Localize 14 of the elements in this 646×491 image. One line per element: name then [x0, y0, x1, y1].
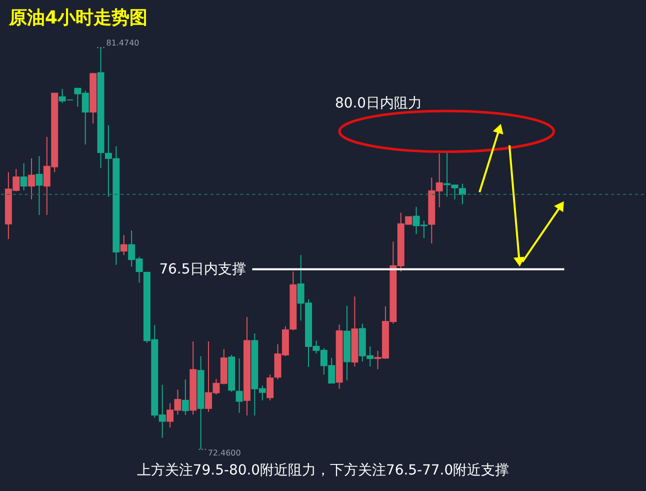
candlestick [120, 234, 128, 256]
ref-line-label: 76.5日内支撑 [159, 261, 246, 278]
candlestick [458, 183, 466, 205]
candlestick [36, 156, 43, 216]
annotation: 81.4740 [106, 38, 140, 48]
candlestick [266, 374, 274, 401]
chart-title: 原油4小时走势图 [8, 8, 148, 29]
text: 上方关注79.5-80.0附近阻力，下方关注76.5-77.0附近支撑 [136, 462, 510, 478]
candlestick [20, 162, 28, 191]
candlestick [28, 158, 36, 200]
annotation: 72.4600 [208, 448, 241, 458]
annotation: 80.0日内阻力 [334, 95, 422, 112]
candlestick [236, 358, 243, 414]
candlestick [182, 378, 189, 416]
